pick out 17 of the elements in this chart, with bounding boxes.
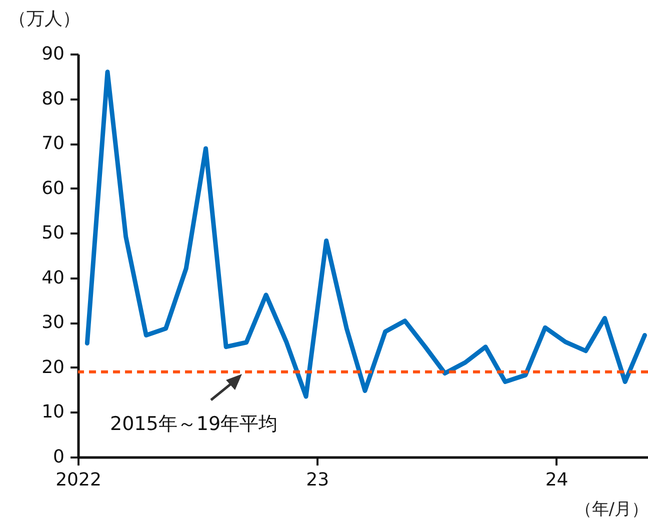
line-series	[84, 70, 647, 399]
y-tick-label: 60	[42, 178, 64, 199]
x-tick-label: 23	[306, 470, 330, 490]
x-tick-label: 24	[545, 470, 568, 490]
y-tick-label: 80	[42, 88, 64, 110]
y-tick-label: 40	[42, 267, 64, 288]
y-tick-label: 90	[42, 44, 64, 64]
y-axis-title: （万人）	[8, 8, 80, 30]
y-tick-label: 30	[42, 312, 64, 334]
y-tick-label: 70	[42, 133, 64, 154]
x-axis-title: （年/月）	[574, 500, 648, 520]
y-tick-label: 0	[53, 446, 64, 468]
ref-line-label: 2015年～19年平均	[110, 412, 278, 435]
x-tick-label: 2022	[56, 470, 102, 490]
y-tick-label: 50	[42, 222, 64, 244]
y-tick-label: 20	[42, 356, 64, 378]
y-tick-label: 10	[42, 402, 64, 423]
